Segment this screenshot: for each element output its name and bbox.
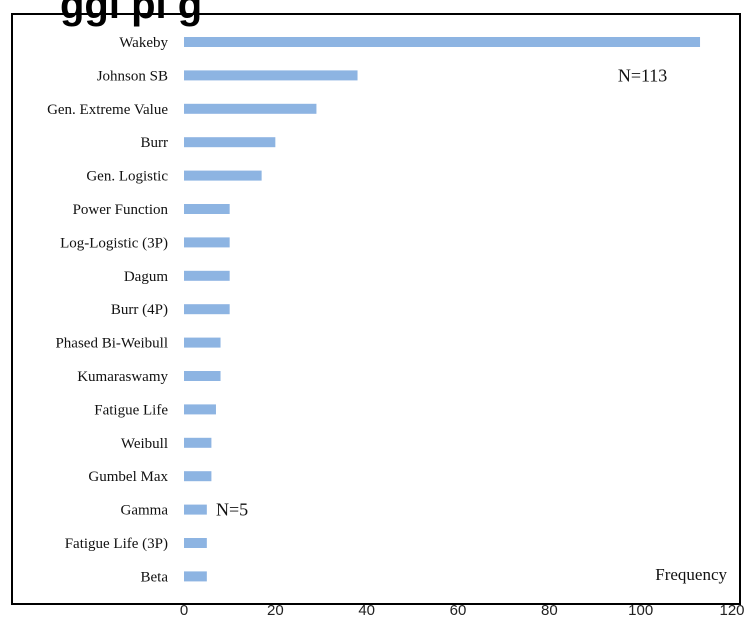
bar-beta bbox=[184, 571, 207, 582]
bar-gumbel-max bbox=[184, 471, 212, 482]
bar-phased-bi-weibull bbox=[184, 337, 221, 348]
category-labels: Wakeby Johnson SB Gen. Extreme Value Burr Ge… bbox=[47, 35, 168, 585]
bar-weibull bbox=[184, 437, 212, 448]
x-tick-label: 100 bbox=[628, 602, 653, 619]
category-label: Burr bbox=[141, 135, 169, 151]
x-tick-label: 0 bbox=[180, 602, 188, 619]
category-label: Log-Logistic (3P) bbox=[60, 235, 168, 251]
plot-border bbox=[11, 13, 741, 605]
annotations: N=113 N=5 bbox=[216, 65, 667, 519]
bar-fatigue-life bbox=[184, 404, 216, 415]
x-axis-title: Frequency bbox=[655, 565, 727, 584]
bar-power-function bbox=[184, 204, 230, 214]
bar-burr-4p bbox=[184, 304, 230, 315]
category-label: Gen. Logistic bbox=[86, 169, 168, 185]
category-label: Gen. Extreme Value bbox=[47, 102, 168, 118]
bar-wakeby bbox=[184, 37, 701, 47]
category-label: Fatigue Life (3P) bbox=[65, 536, 168, 552]
x-axis: 0 20 40 60 80 100 120 bbox=[180, 602, 745, 619]
bar-burr bbox=[184, 137, 276, 148]
category-label: Dagum bbox=[124, 269, 168, 285]
x-tick-label: 80 bbox=[541, 602, 558, 619]
bar-gen-extreme-value bbox=[184, 103, 317, 114]
bar-fatigue-life-3p bbox=[184, 538, 207, 548]
category-label: Beta bbox=[141, 569, 169, 585]
category-label: Weibull bbox=[121, 436, 168, 452]
category-label: Phased Bi-Weibull bbox=[55, 336, 168, 352]
bar-johnson-sb bbox=[184, 70, 358, 81]
annotation-n-5: N=5 bbox=[216, 500, 248, 520]
category-label: Burr (4P) bbox=[111, 302, 168, 318]
x-tick-label: 20 bbox=[267, 602, 284, 619]
category-label: Fatigue Life bbox=[94, 402, 168, 418]
x-tick-label: 60 bbox=[450, 602, 467, 619]
bar-gamma bbox=[184, 504, 207, 515]
bar-gen-logistic bbox=[184, 170, 262, 181]
category-label: Gamma bbox=[121, 503, 169, 519]
bar-log-logistic-3p bbox=[184, 237, 230, 248]
x-tick-label: 120 bbox=[719, 602, 744, 619]
category-label: Gumbel Max bbox=[88, 469, 168, 485]
category-label: Kumaraswamy bbox=[77, 369, 168, 385]
category-label: Wakeby bbox=[119, 35, 168, 51]
category-label: Johnson SB bbox=[97, 68, 168, 84]
bar-dagum bbox=[184, 270, 230, 281]
bar-kumaraswamy bbox=[184, 371, 221, 381]
annotation-n-113: N=113 bbox=[618, 65, 667, 85]
bars-layer bbox=[184, 37, 701, 582]
x-tick-label: 40 bbox=[358, 602, 375, 619]
category-label: Power Function bbox=[73, 202, 169, 218]
